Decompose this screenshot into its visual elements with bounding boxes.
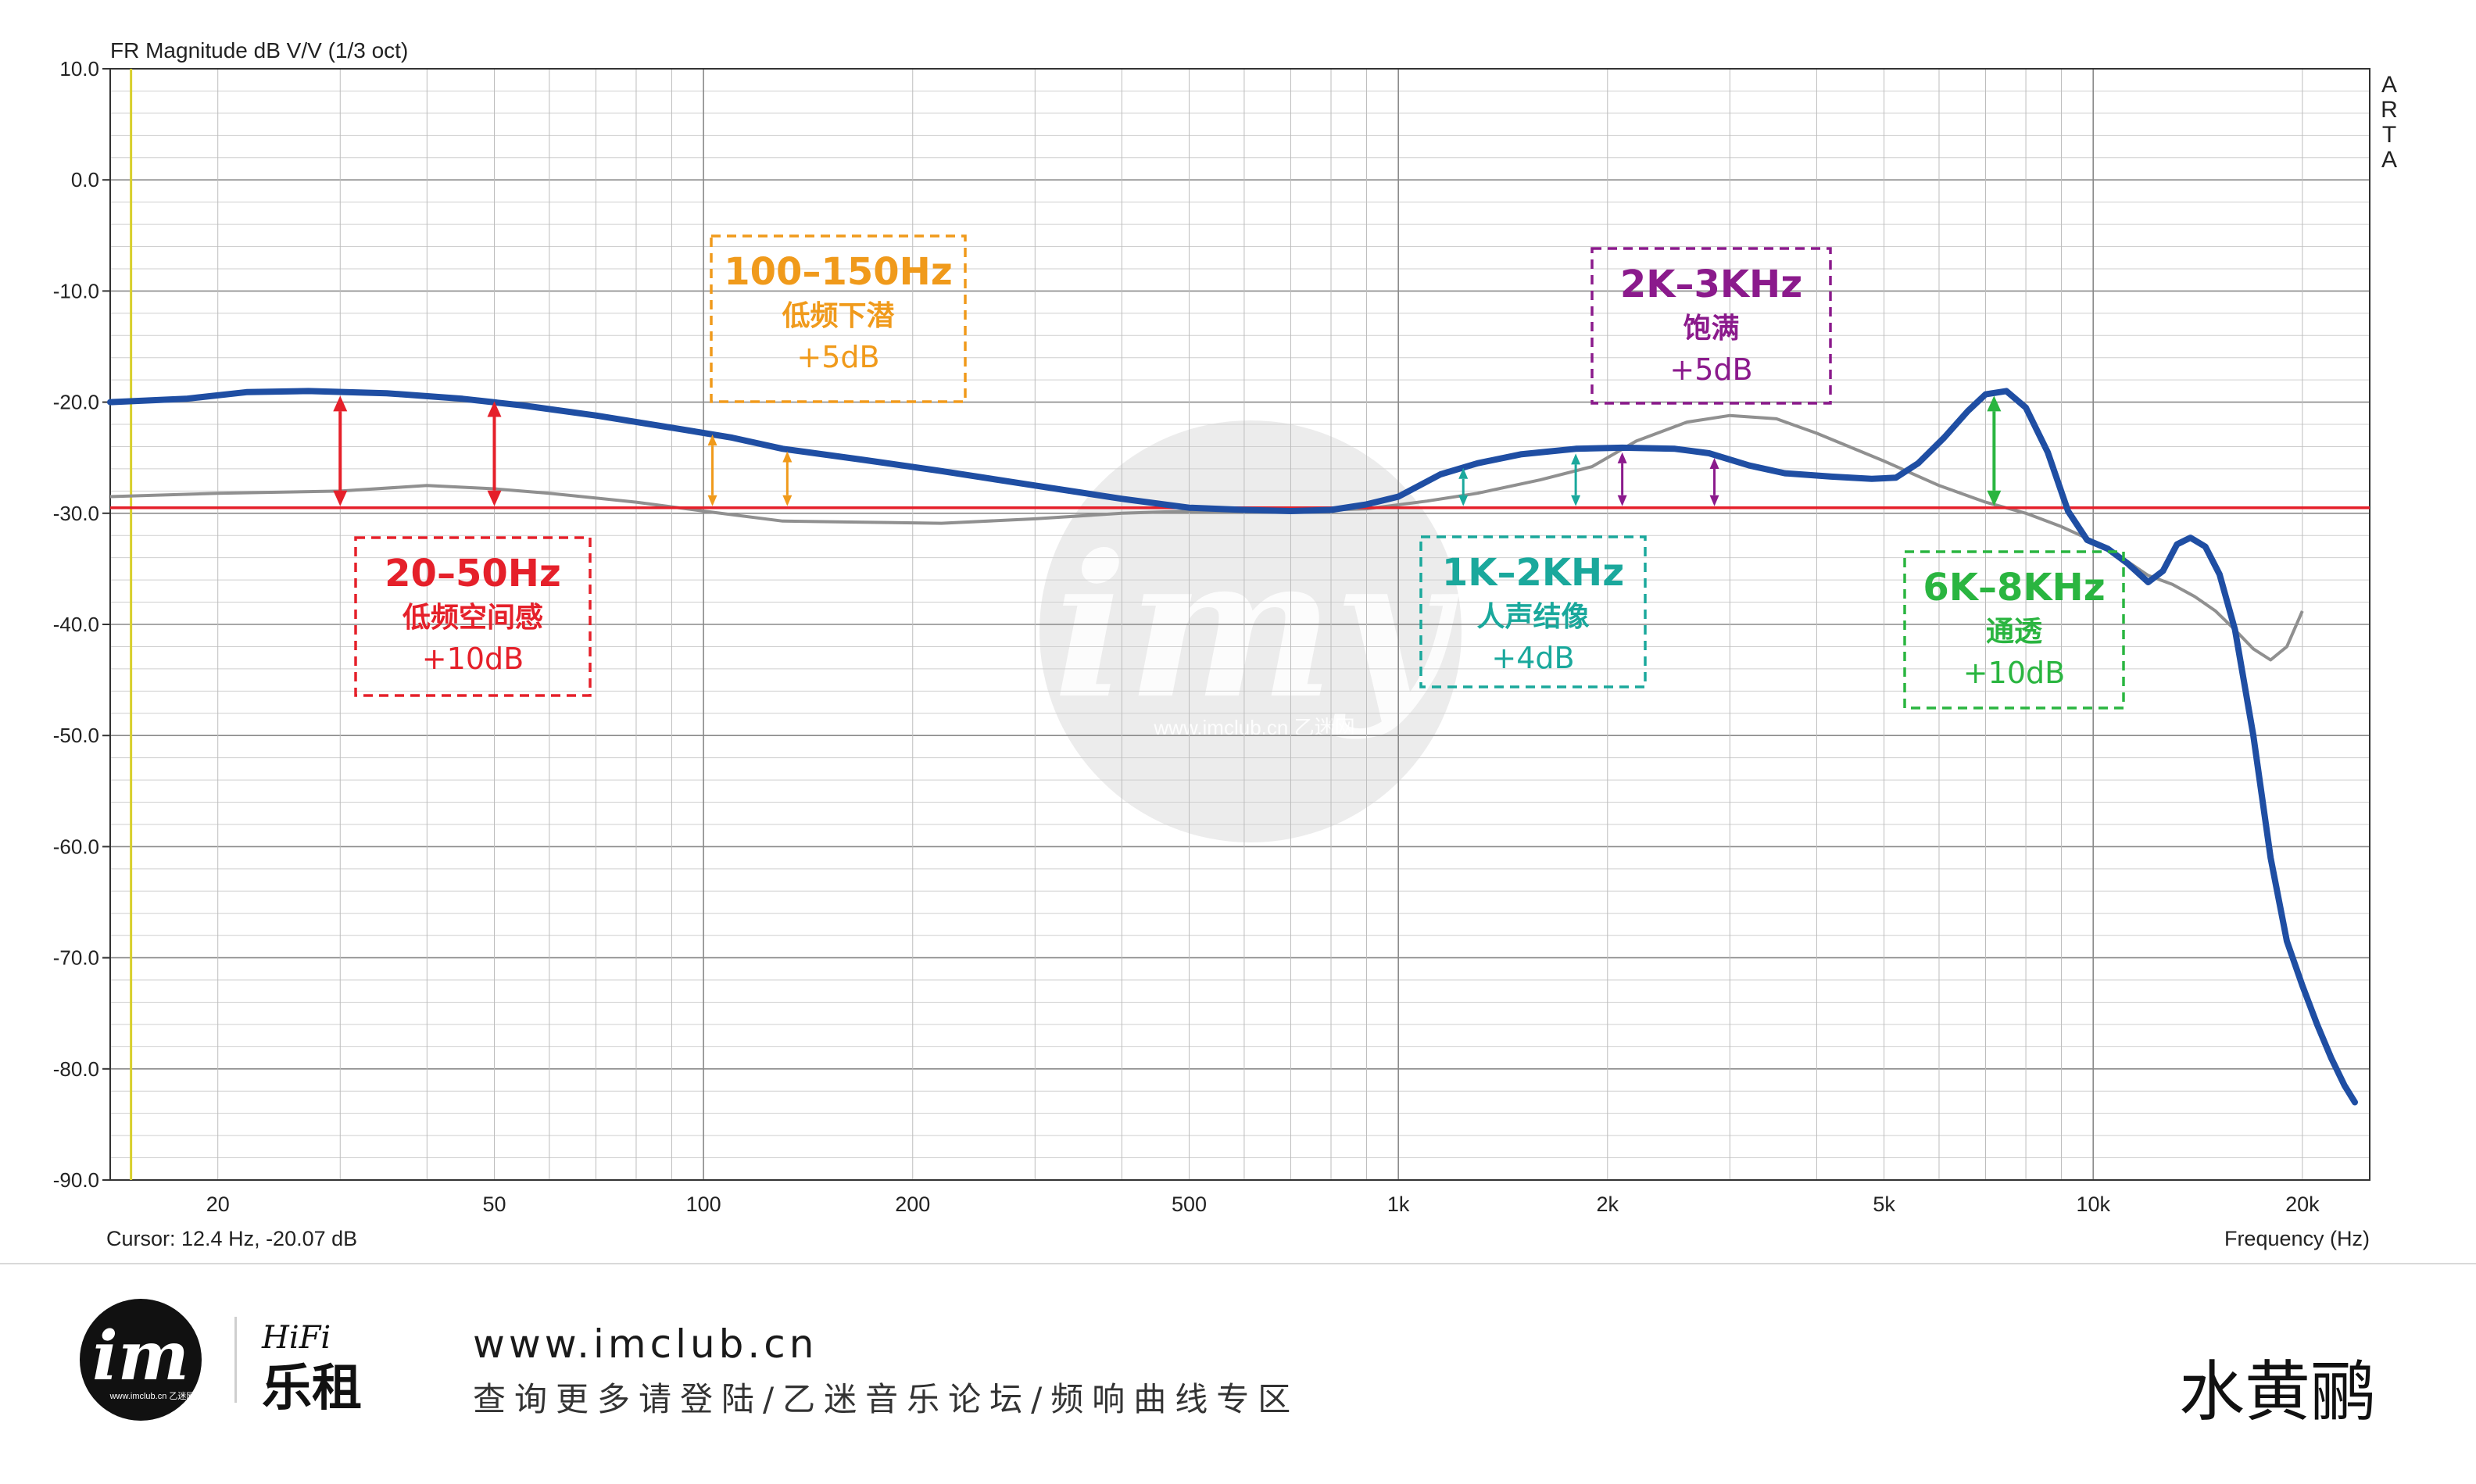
im-logo-small-text: www.imclub.cn 乙迷网: [109, 1391, 195, 1401]
annotation-arrow-head: [1617, 495, 1627, 506]
x-axis-label: Frequency (Hz): [2224, 1227, 2370, 1250]
y-tick-label: -80.0: [53, 1057, 99, 1081]
grid: [110, 69, 2370, 1180]
im-logo-circle: [80, 1299, 202, 1421]
annotation-arrow-head: [707, 495, 717, 506]
y-tick-label: -60.0: [53, 835, 99, 858]
annotation-value: +5dB: [796, 340, 879, 374]
watermark-logo-text: imy: [1054, 512, 1459, 742]
annotation-3: 1K–2KHz 人声结像 +4dB: [1419, 453, 1647, 688]
annotation-title: 2K–3KHz: [1620, 263, 1802, 306]
annotation-value: +10dB: [422, 642, 524, 676]
arta-side-label: R: [2381, 97, 2398, 123]
footer: im www.imclub.cn 乙迷网 HiFi 乐租 www.imclub.…: [80, 1299, 2376, 1430]
brand-script: HiFi: [261, 1320, 331, 1356]
x-tick-label: 1k: [1387, 1193, 1410, 1216]
annotation-box: [354, 536, 592, 697]
annotation-box: [1590, 247, 1832, 405]
im-logo-text: im: [92, 1317, 189, 1396]
frequency-response-chart: imy www.imclub.cn 乙迷网 10.0 0.0 -10.0 -20.0 -…: [53, 38, 2398, 1250]
brand-name: 乐租: [262, 1360, 362, 1418]
annotation-box: [1419, 535, 1647, 688]
chart-title: FR Magnitude dB V/V (1/3 oct): [110, 38, 408, 63]
annotation-subtitle: 人声结像: [1476, 601, 1589, 633]
annotation-1: 20–50Hz 低频空间感 +10dB: [333, 395, 592, 697]
y-tick-label: -30.0: [53, 502, 99, 525]
x-tick-label: 10k: [2076, 1193, 2110, 1216]
y-tick-label: 0.0: [71, 168, 99, 191]
annotation-arrow-head: [707, 434, 717, 446]
x-tick-label: 5k: [1873, 1193, 1895, 1216]
annotation-box: [1903, 550, 2125, 710]
series-group: [107, 388, 2370, 1106]
annotation-arrow-head: [1987, 395, 2002, 412]
annotation-title: 6K–8KHz: [1923, 566, 2105, 610]
arta-side-label: A: [2381, 72, 2397, 98]
footer-divider: [0, 1263, 2476, 1264]
x-tick-label: 200: [895, 1193, 930, 1216]
annotation-arrow-head: [1571, 495, 1581, 506]
annotation-4: 2K–3KHz 饱满 +5dB: [1590, 247, 1832, 506]
cursor-readout: Cursor: 12.4 Hz, -20.07 dB: [106, 1227, 357, 1250]
annotation-title: 20–50Hz: [385, 552, 561, 595]
x-tick-label: 20k: [2285, 1193, 2320, 1216]
x-tick-label: 100: [686, 1193, 721, 1216]
annotation-arrow-head: [487, 490, 502, 506]
tagline: 查询更多请登陆/乙迷音乐论坛/频响曲线专区: [473, 1380, 1299, 1418]
watermark-circle: [1039, 420, 1462, 842]
series-line-blue-measured: [107, 388, 2358, 1106]
annotation-value: +4dB: [1491, 641, 1574, 675]
annotation-arrow-head: [1458, 467, 1469, 479]
x-tick-label: 20: [206, 1193, 230, 1216]
arta-side-label: A: [2381, 147, 2397, 173]
annotation-title: 1K–2KHz: [1442, 551, 1624, 595]
annotation-subtitle: 通透: [1986, 616, 2043, 648]
annotation-subtitle: 低频下潜: [782, 300, 894, 332]
footer-vertical-divider: [234, 1317, 237, 1403]
annotation-arrow-head: [333, 395, 348, 412]
site-url[interactable]: www.imclub.cn: [473, 1321, 818, 1367]
annotation-2: 100–150Hz 低频下潜 +5dB: [707, 234, 967, 506]
y-tick-label: 10.0: [59, 57, 99, 80]
watermark: imy www.imclub.cn 乙迷网: [1039, 420, 1462, 842]
annotation-arrow-head: [487, 401, 502, 417]
y-tick-label: -20.0: [53, 391, 99, 414]
im-logo: im www.imclub.cn 乙迷网: [80, 1299, 202, 1421]
y-tick-label: -90.0: [53, 1168, 99, 1192]
x-tick-label: 2k: [1597, 1193, 1619, 1216]
x-tick-label: 50: [482, 1193, 506, 1216]
x-tick-label: 500: [1172, 1193, 1207, 1216]
y-tick-label: -50.0: [53, 724, 99, 747]
y-tick-label: -10.0: [53, 279, 99, 302]
annotation-box: [710, 234, 967, 403]
annotation-title: 100–150Hz: [724, 250, 953, 294]
y-tick-label: -40.0: [53, 613, 99, 636]
annotation-5: 6K–8KHz 通透 +10dB: [1903, 395, 2125, 710]
annotation-subtitle: 低频空间感: [403, 602, 543, 634]
annotation-arrow-head: [782, 495, 793, 506]
annotations: 20–50Hz 低频空间感 +10dB 100–150Hz 低频下潜 +5dB 1K–2KH…: [333, 234, 2125, 710]
annotation-arrow-head: [1617, 452, 1627, 463]
product-name: 水黄鹂: [2179, 1353, 2376, 1430]
axes: 10.0 0.0 -10.0 -20.0 -30.0 -40.0 -50.0 -60.0 -70…: [53, 38, 2398, 1250]
annotation-arrow-head: [333, 490, 348, 506]
arta-side-label: T: [2382, 122, 2396, 148]
annotation-arrow-head: [1458, 495, 1469, 506]
y-tick-label: -70.0: [53, 946, 99, 970]
annotation-arrow-head: [1709, 495, 1719, 506]
annotation-value: +10dB: [1963, 656, 2065, 690]
annotation-arrow-head: [1709, 458, 1719, 470]
annotation-arrow-head: [782, 451, 793, 463]
annotation-arrow-head: [1987, 490, 2002, 506]
annotation-arrow-head: [1571, 453, 1581, 465]
annotation-subtitle: 饱满: [1683, 313, 1739, 345]
annotation-value: +5dB: [1669, 352, 1752, 387]
